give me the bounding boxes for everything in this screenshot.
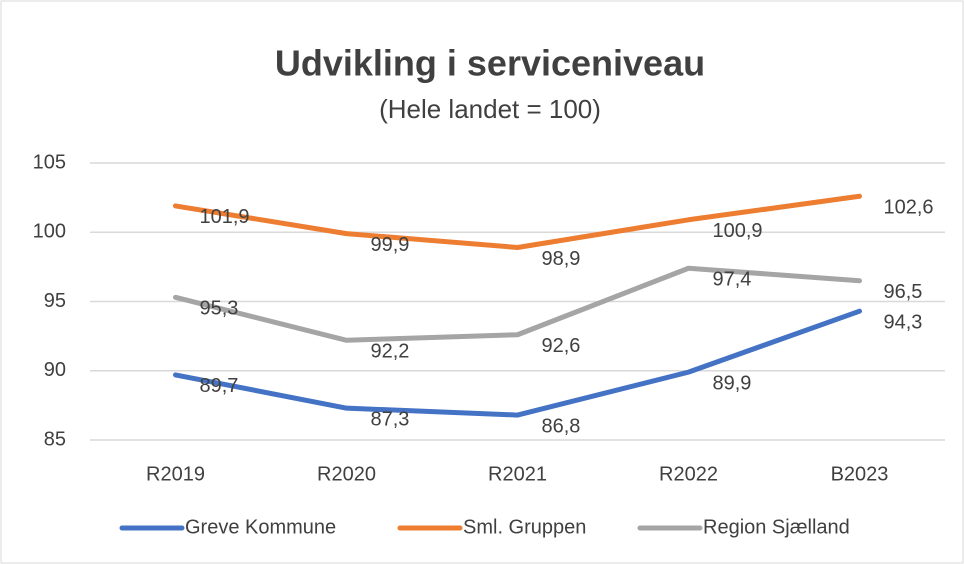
data-label: 92,6 — [542, 335, 581, 357]
chart-title: Udvikling i serviceniveau — [275, 43, 705, 84]
legend-label: Greve Kommune — [185, 516, 336, 538]
data-label: 92,2 — [371, 341, 410, 363]
data-label: 89,7 — [200, 375, 239, 397]
data-label: 95,3 — [200, 298, 239, 320]
x-tick-label: R2022 — [659, 463, 718, 485]
x-tick-label: B2023 — [831, 463, 889, 485]
legend-label: Region Sjælland — [703, 516, 850, 538]
data-label: 99,9 — [371, 234, 410, 256]
line-series — [173, 265, 862, 343]
chart-subtitle: (Hele landet = 100) — [379, 94, 601, 124]
data-label: 89,9 — [713, 372, 752, 394]
y-tick-label: 95 — [44, 290, 66, 312]
line-series — [173, 193, 862, 250]
data-label: 101,9 — [200, 206, 250, 228]
data-label: 96,5 — [884, 281, 923, 303]
data-label: 98,9 — [542, 248, 581, 270]
data-label: 94,3 — [884, 311, 923, 333]
y-tick-label: 100 — [33, 221, 66, 243]
y-tick-label: 85 — [44, 428, 66, 450]
data-label: 97,4 — [713, 269, 752, 291]
data-label: 100,9 — [713, 220, 763, 242]
data-label: 102,6 — [884, 197, 934, 219]
data-label: 87,3 — [371, 408, 410, 430]
x-tick-label: R2021 — [488, 463, 547, 485]
legend-label: Sml. Gruppen — [463, 516, 586, 538]
y-tick-label: 105 — [33, 151, 66, 173]
x-tick-label: R2020 — [317, 463, 376, 485]
data-label: 86,8 — [542, 415, 581, 437]
y-tick-label: 90 — [44, 359, 66, 381]
line-series — [173, 308, 862, 418]
x-tick-label: R2019 — [146, 463, 205, 485]
